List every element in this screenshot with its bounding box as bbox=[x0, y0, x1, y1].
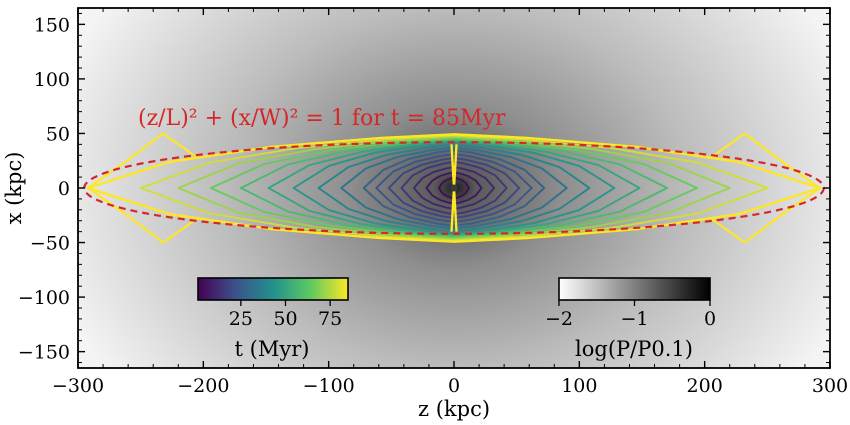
axis-ticks: −300 −200 −100 0 100 200 300−150−100−500501001… bbox=[18, 8, 848, 397]
contour-t-23 bbox=[375, 153, 533, 223]
colorbar-tick-label: −1 bbox=[620, 308, 648, 330]
y-tick-label: 150 bbox=[34, 14, 70, 36]
x-axis-label: z (kpc) bbox=[418, 397, 490, 421]
ellipse-equation-annotation: (z/L)² + (x/W)² = 1 for t = 85Myr bbox=[138, 106, 506, 131]
colorbar-time-label: t (Myr) bbox=[235, 337, 310, 361]
center-dot bbox=[450, 184, 458, 192]
contour-t-58 bbox=[239, 138, 669, 238]
contour-t-3 bbox=[438, 176, 470, 200]
y-tick-label: −50 bbox=[30, 233, 70, 255]
x-tick-label: −100 bbox=[303, 375, 355, 397]
x-tick-label: −200 bbox=[177, 375, 229, 397]
y-tick-label: −100 bbox=[18, 287, 70, 309]
contour-t-45 bbox=[292, 141, 616, 235]
colorbar-tick-label: 25 bbox=[229, 308, 253, 330]
x-tick-label: −300 bbox=[52, 375, 104, 397]
y-tick-label: −150 bbox=[18, 342, 70, 364]
colorbar-tick-label: 50 bbox=[273, 308, 297, 330]
contour-t-33 bbox=[340, 146, 568, 230]
colorbar-tick-label: −2 bbox=[545, 308, 573, 330]
contour-t-11 bbox=[412, 166, 496, 210]
contour-t-79 bbox=[139, 134, 769, 242]
colorbar-pressure: −2 −1 0 log(P/P0.1) bbox=[545, 277, 716, 361]
y-axis-label: x (kpc) bbox=[2, 152, 26, 225]
x-tick-label: 200 bbox=[687, 375, 723, 397]
contour-lines bbox=[86, 132, 822, 244]
contour-t-39 bbox=[317, 143, 591, 233]
colorbar-time: 25 50 75 t (Myr) bbox=[197, 277, 349, 361]
colorbar-tick-label: 0 bbox=[704, 308, 716, 330]
contour-t-15 bbox=[400, 160, 508, 216]
x-tick-label: 300 bbox=[812, 375, 848, 397]
x-tick-label: 100 bbox=[561, 375, 597, 397]
x-tick-label: 0 bbox=[448, 375, 460, 397]
contour-t-51 bbox=[267, 139, 641, 237]
colorbar-pressure-gradient bbox=[558, 277, 711, 301]
colorbar-tick-label: 75 bbox=[318, 308, 342, 330]
y-tick-label: 50 bbox=[46, 123, 70, 145]
contour-t-65 bbox=[209, 137, 699, 239]
y-tick-label: 0 bbox=[58, 178, 70, 200]
y-tick-label: 100 bbox=[34, 69, 70, 91]
colorbar-time-gradient bbox=[197, 277, 349, 301]
contour-t-7 bbox=[425, 171, 483, 205]
colorbar-pressure-label: log(P/P0.1) bbox=[575, 337, 693, 361]
contour-t-85-lobe bbox=[86, 132, 198, 244]
contour-t-27 bbox=[362, 149, 546, 227]
contour-t-85-lobe bbox=[710, 132, 822, 244]
contour-t-19 bbox=[387, 156, 521, 220]
plot-layer bbox=[83, 132, 825, 244]
